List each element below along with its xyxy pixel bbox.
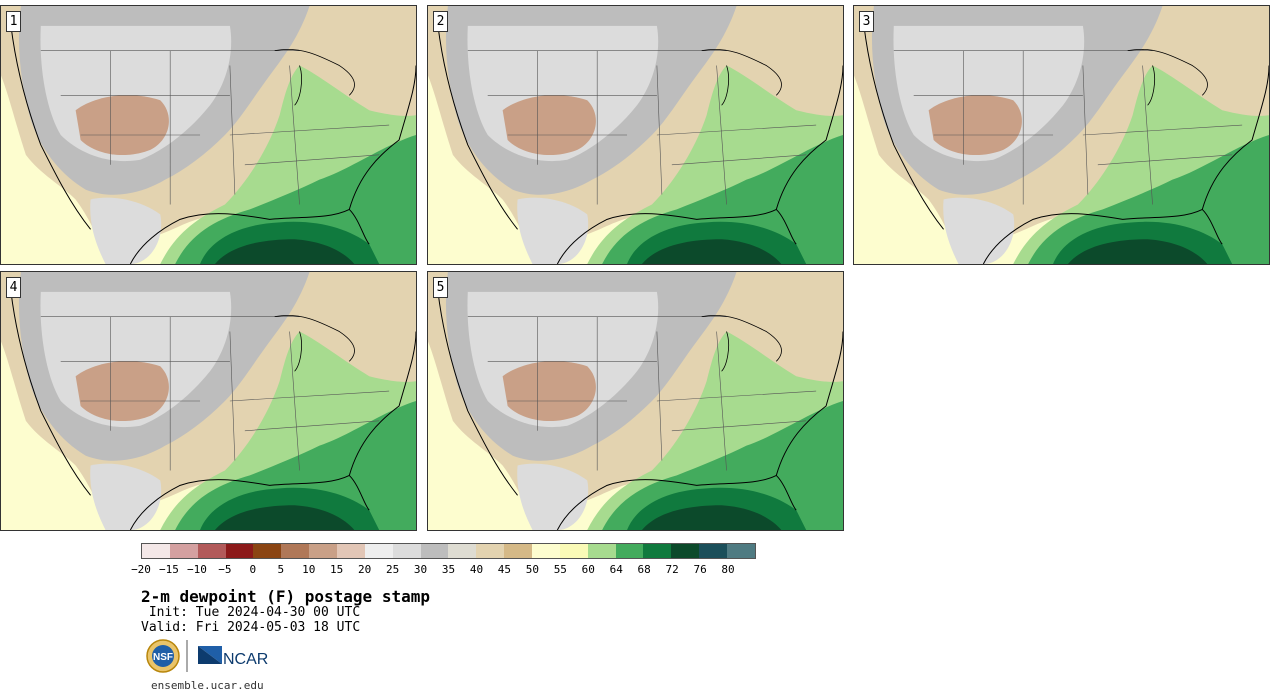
colorbar-tick-label: 80 <box>721 563 735 576</box>
colorbar-tick-label: 30 <box>413 563 428 576</box>
colorbar-tick-label: 76 <box>693 563 707 576</box>
chart-title: 2-m dewpoint (F) postage stamp <box>141 587 430 606</box>
colorbar-swatch <box>671 544 700 558</box>
colorbar-tick-label: 10 <box>302 563 316 576</box>
map-image <box>854 6 1269 264</box>
colorbar-swatch <box>532 544 560 558</box>
logos: NSF NCAR <box>145 638 285 674</box>
colorbar-tick-label: 5 <box>277 563 285 576</box>
map-panel-1: 1 <box>0 5 417 265</box>
colorbar-swatch <box>699 544 728 558</box>
colorbar-swatch <box>504 544 533 558</box>
valid-time: Valid: Fri 2024-05-03 18 UTC <box>141 620 361 635</box>
colorbar-swatch <box>559 544 588 558</box>
panel-number: 2 <box>433 11 448 32</box>
colorbar-swatch <box>142 544 170 558</box>
map-image <box>1 272 416 530</box>
colorbar-tick-label: −15 <box>159 563 179 576</box>
map-panel-2: 2 <box>427 5 844 265</box>
panel-number: 3 <box>859 11 874 32</box>
colorbar-swatch <box>643 544 672 558</box>
colorbar-swatch <box>420 544 449 558</box>
colorbar-ticks: −20 −15 −10 −5 0 5 10 15 20 25 30 35 40 45 50 55 60 64 68 7… <box>131 563 756 577</box>
colorbar-swatch <box>337 544 365 558</box>
colorbar-tick-label: 15 <box>330 563 344 576</box>
colorbar <box>141 543 756 559</box>
colorbar-swatch <box>476 544 505 558</box>
colorbar-swatch <box>727 544 755 558</box>
colorbar-tick-label: 40 <box>469 563 484 576</box>
nsf-logo: NSF <box>146 639 180 673</box>
site-url: ensemble.ucar.edu <box>151 679 264 692</box>
colorbar-tick-label: 72 <box>665 563 679 576</box>
colorbar-tick-label: 55 <box>553 563 567 576</box>
colorbar-tick-label: 45 <box>497 563 512 576</box>
colorbar-tick-label: 25 <box>385 563 400 576</box>
colorbar-tick-label: 20 <box>358 563 372 576</box>
svg-text:NSF: NSF <box>153 652 173 663</box>
colorbar-tick-label: 35 <box>441 563 456 576</box>
colorbar-tick-label: 64 <box>609 563 623 576</box>
colorbar-swatch <box>225 544 254 558</box>
colorbar-swatch <box>587 544 616 558</box>
panel-number: 5 <box>433 277 448 298</box>
map-panel-5: 5 <box>427 271 844 531</box>
colorbar-tick-label: 50 <box>525 563 539 576</box>
panel-number: 4 <box>6 277 21 298</box>
map-image <box>1 6 416 264</box>
colorbar-swatch <box>309 544 338 558</box>
colorbar-swatch <box>169 544 198 558</box>
colorbar-tick-label: 60 <box>581 563 595 576</box>
colorbar-tick-label: −20 <box>131 563 151 576</box>
svg-text:NCAR: NCAR <box>223 651 268 668</box>
map-image <box>428 272 843 530</box>
colorbar-swatch <box>281 544 310 558</box>
init-time: Init: Tue 2024-04-30 00 UTC <box>141 605 361 620</box>
colorbar-tick-label: −10 <box>186 563 207 576</box>
colorbar-swatch <box>615 544 644 558</box>
map-panel-4: 4 <box>0 271 417 531</box>
map-panel-3: 3 <box>853 5 1270 265</box>
colorbar-swatch <box>448 544 477 558</box>
colorbar-swatch <box>253 544 282 558</box>
colorbar-tick-label: −5 <box>218 563 232 576</box>
colorbar-swatch <box>364 544 393 558</box>
colorbar-swatch <box>392 544 421 558</box>
ncar-logo: NCAR <box>198 646 268 668</box>
colorbar-swatch <box>197 544 226 558</box>
colorbar-tick-label: 0 <box>249 563 257 576</box>
colorbar-tick-label: 68 <box>637 563 651 576</box>
map-image <box>428 6 843 264</box>
panel-number: 1 <box>6 11 21 32</box>
